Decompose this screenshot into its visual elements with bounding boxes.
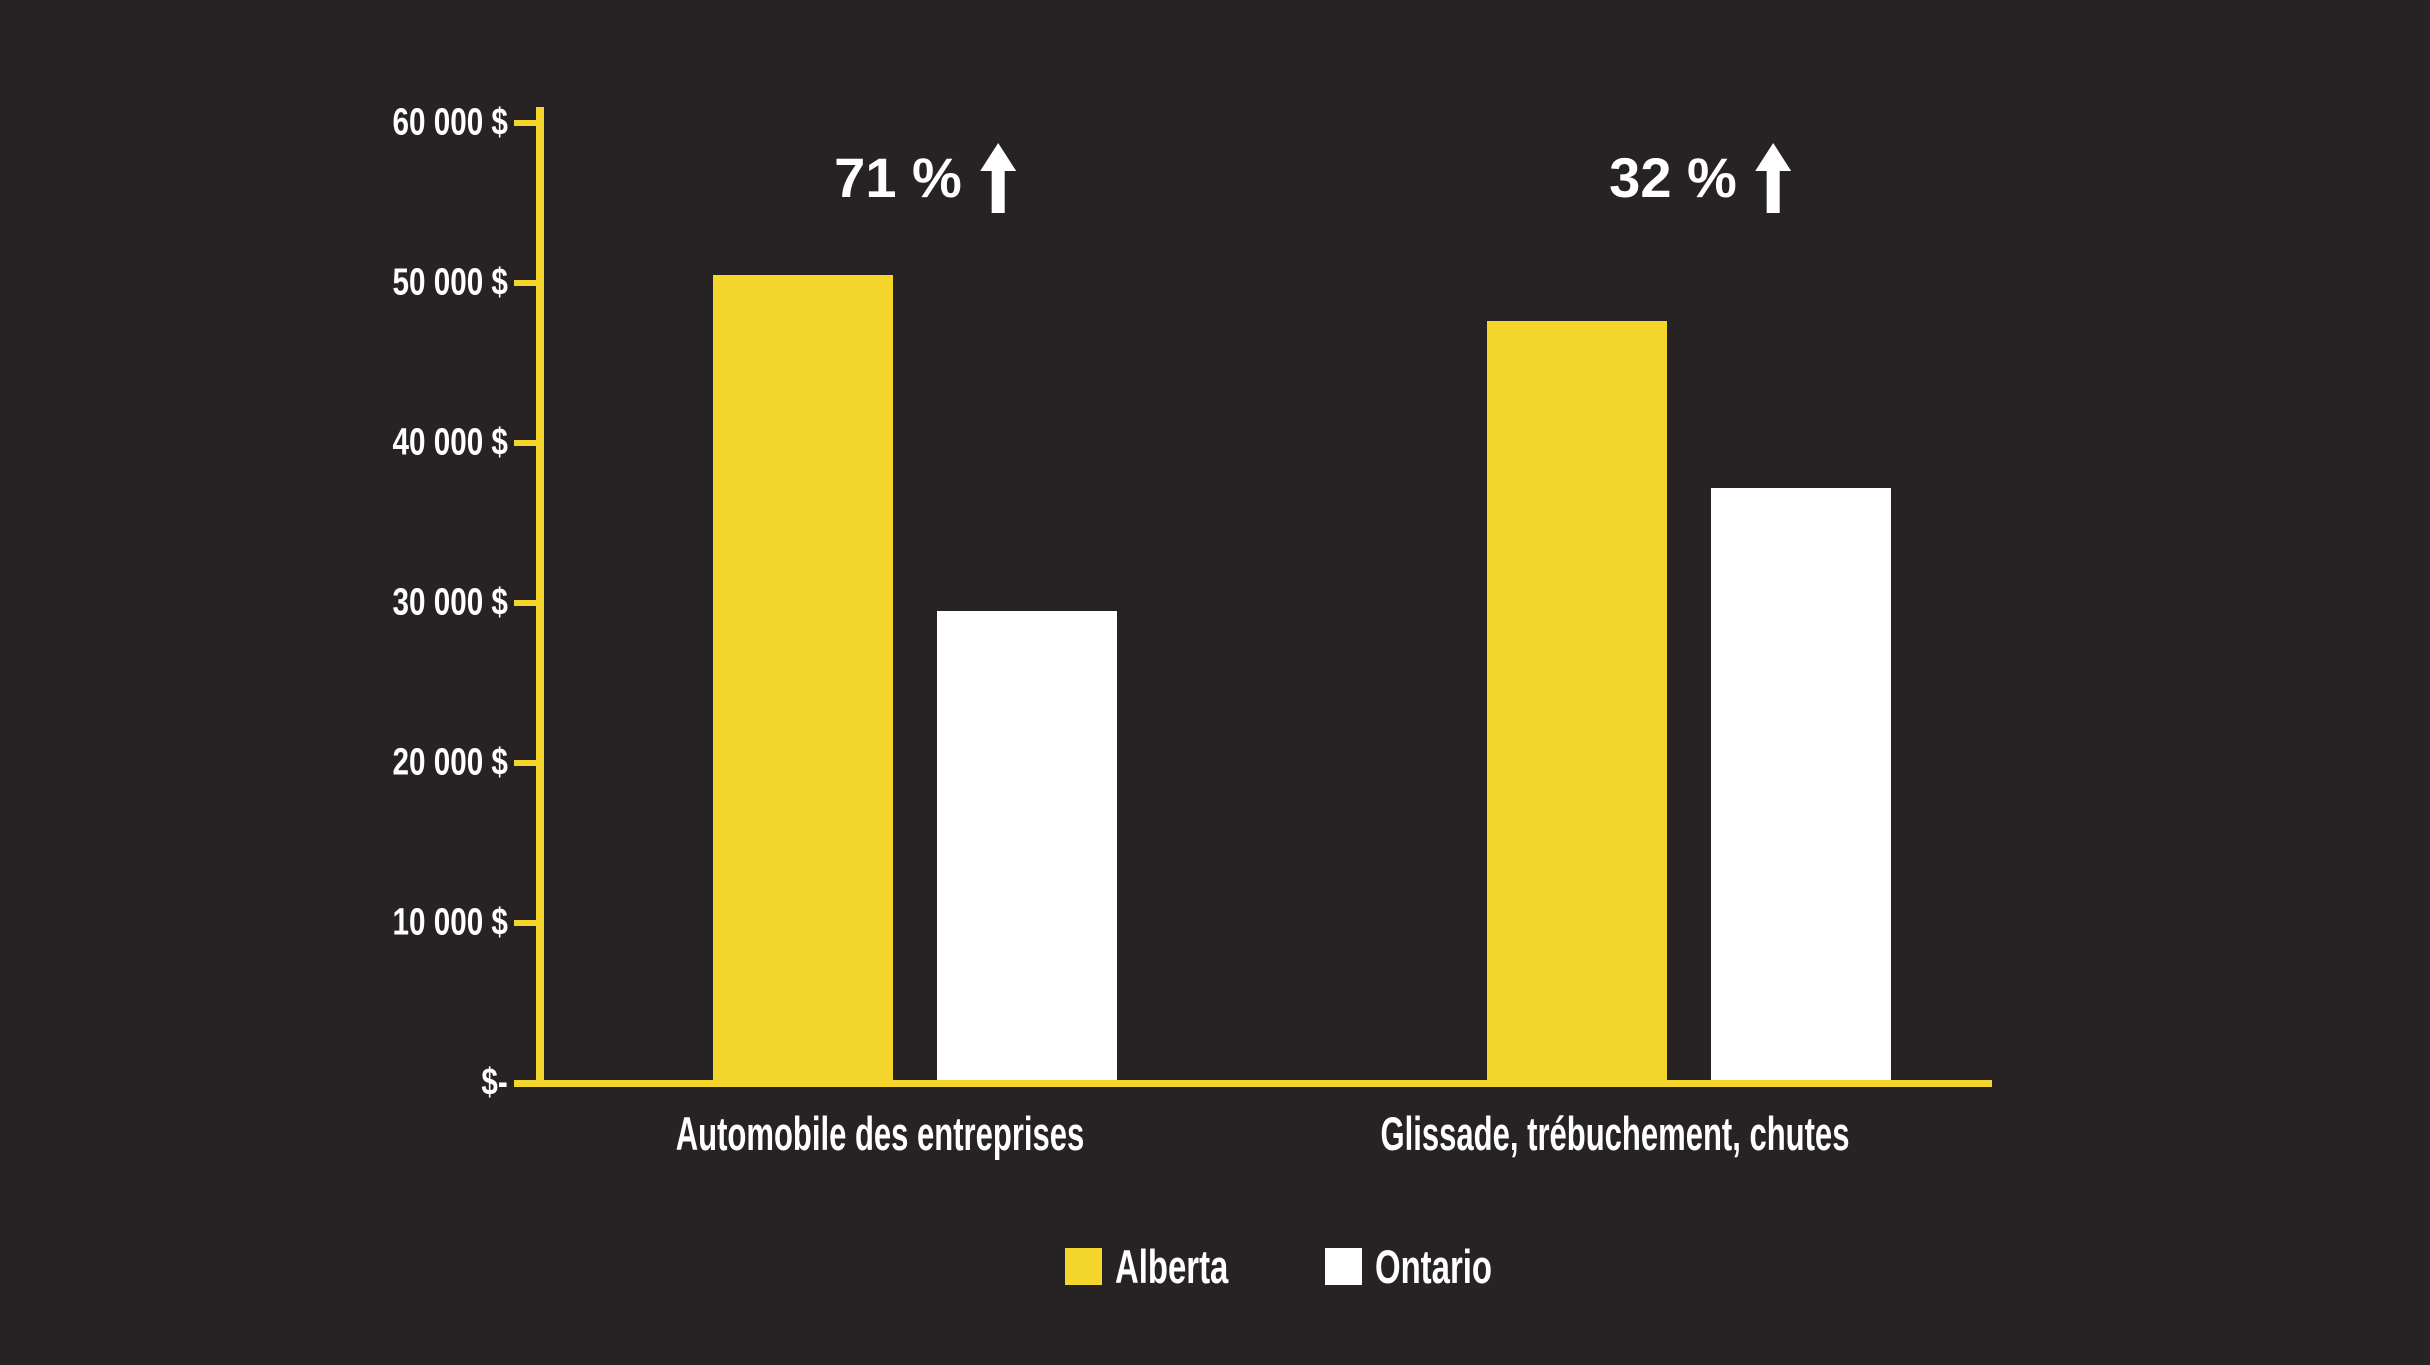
y-axis-tick (514, 600, 536, 606)
y-axis-tick-label: 50 000 $ (392, 261, 508, 304)
annotation: 71 % (834, 143, 1016, 213)
bar-alberta (713, 275, 893, 1083)
up-arrow-icon (1754, 143, 1791, 213)
category-label: Automobile des entreprises (675, 1107, 1085, 1160)
legend-item: Alberta (1065, 1243, 1277, 1290)
bar-ontario (937, 611, 1117, 1083)
annotation-text: 71 % (834, 146, 962, 209)
bar-alberta (1487, 321, 1667, 1083)
legend-item: Ontario (1325, 1243, 1542, 1290)
y-axis-tick (514, 440, 536, 446)
y-axis-tick-label: 30 000 $ (392, 581, 508, 624)
y-axis-tick (514, 280, 536, 286)
y-axis-tick (514, 120, 536, 126)
legend-swatch-alberta (1065, 1248, 1102, 1285)
legend-label: Alberta (1115, 1240, 1229, 1293)
y-axis-tick-label: 60 000 $ (392, 101, 508, 144)
y-axis-tick-label: 40 000 $ (392, 421, 508, 464)
annotation-text: 32 % (1609, 146, 1737, 209)
up-arrow-icon (979, 143, 1016, 213)
annotation: 32 % (1609, 143, 1791, 213)
y-axis-tick (514, 920, 536, 926)
y-axis-tick-label: $- (481, 1061, 508, 1104)
legend-label: Ontario (1375, 1240, 1492, 1293)
bar-ontario (1711, 488, 1891, 1083)
y-axis-tick (514, 760, 536, 766)
y-axis-tick-label: 20 000 $ (392, 741, 508, 784)
x-axis-line (514, 1080, 1992, 1087)
legend-swatch-ontario (1325, 1248, 1362, 1285)
y-axis-tick-label: 10 000 $ (392, 901, 508, 944)
y-axis-line (536, 107, 544, 1086)
category-label: Glissade, trébuchement, chutes (1380, 1107, 1850, 1160)
